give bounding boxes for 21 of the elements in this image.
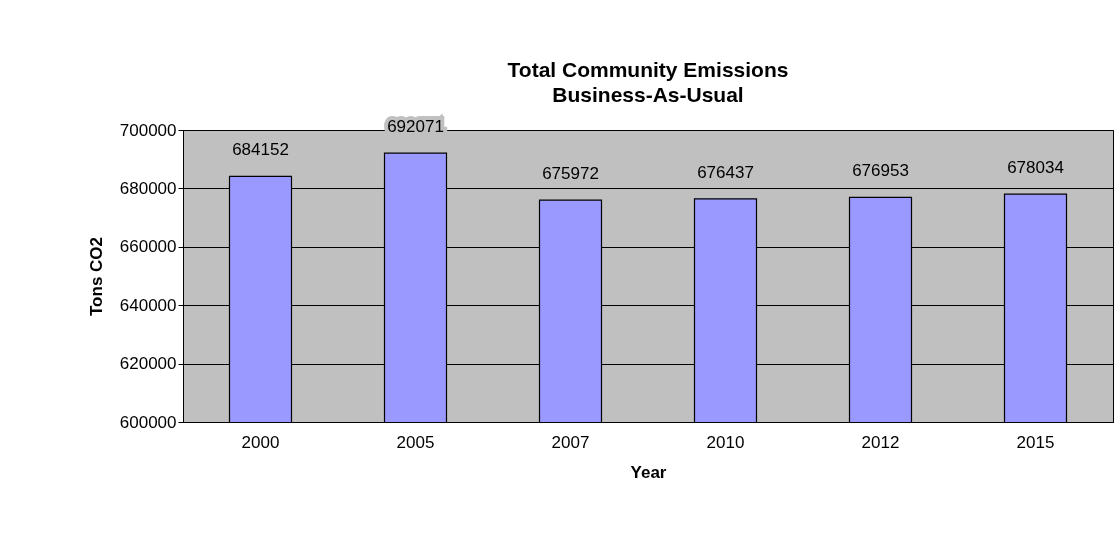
x-tick-label: 2000 xyxy=(241,432,280,452)
y-tick-label: 640000 xyxy=(119,295,177,315)
y-tick-label: 600000 xyxy=(119,412,177,432)
y-tick-label: 620000 xyxy=(119,354,177,374)
x-axis-title: Year xyxy=(630,462,667,482)
x-tick-label: 2007 xyxy=(551,432,590,452)
data-label: 678034 xyxy=(1007,158,1064,178)
x-tick-label: 2005 xyxy=(396,432,435,452)
y-tick-label: 680000 xyxy=(119,178,177,198)
x-tick-label: 2010 xyxy=(706,432,745,452)
data-label: 684152 xyxy=(232,140,289,160)
y-tick-label: 700000 xyxy=(119,120,177,140)
data-label: 676437 xyxy=(697,162,754,182)
data-label: 676953 xyxy=(852,161,909,181)
chart-subtitle: Business-As-Usual xyxy=(552,83,744,107)
chart-title: Total Community Emissions xyxy=(507,58,789,82)
y-axis-title: Tons CO2 xyxy=(86,236,106,317)
x-tick-label: 2012 xyxy=(861,432,900,452)
y-tick-label: 660000 xyxy=(119,237,177,257)
x-tick-label: 2015 xyxy=(1016,432,1055,452)
data-label: 675972 xyxy=(542,164,599,184)
